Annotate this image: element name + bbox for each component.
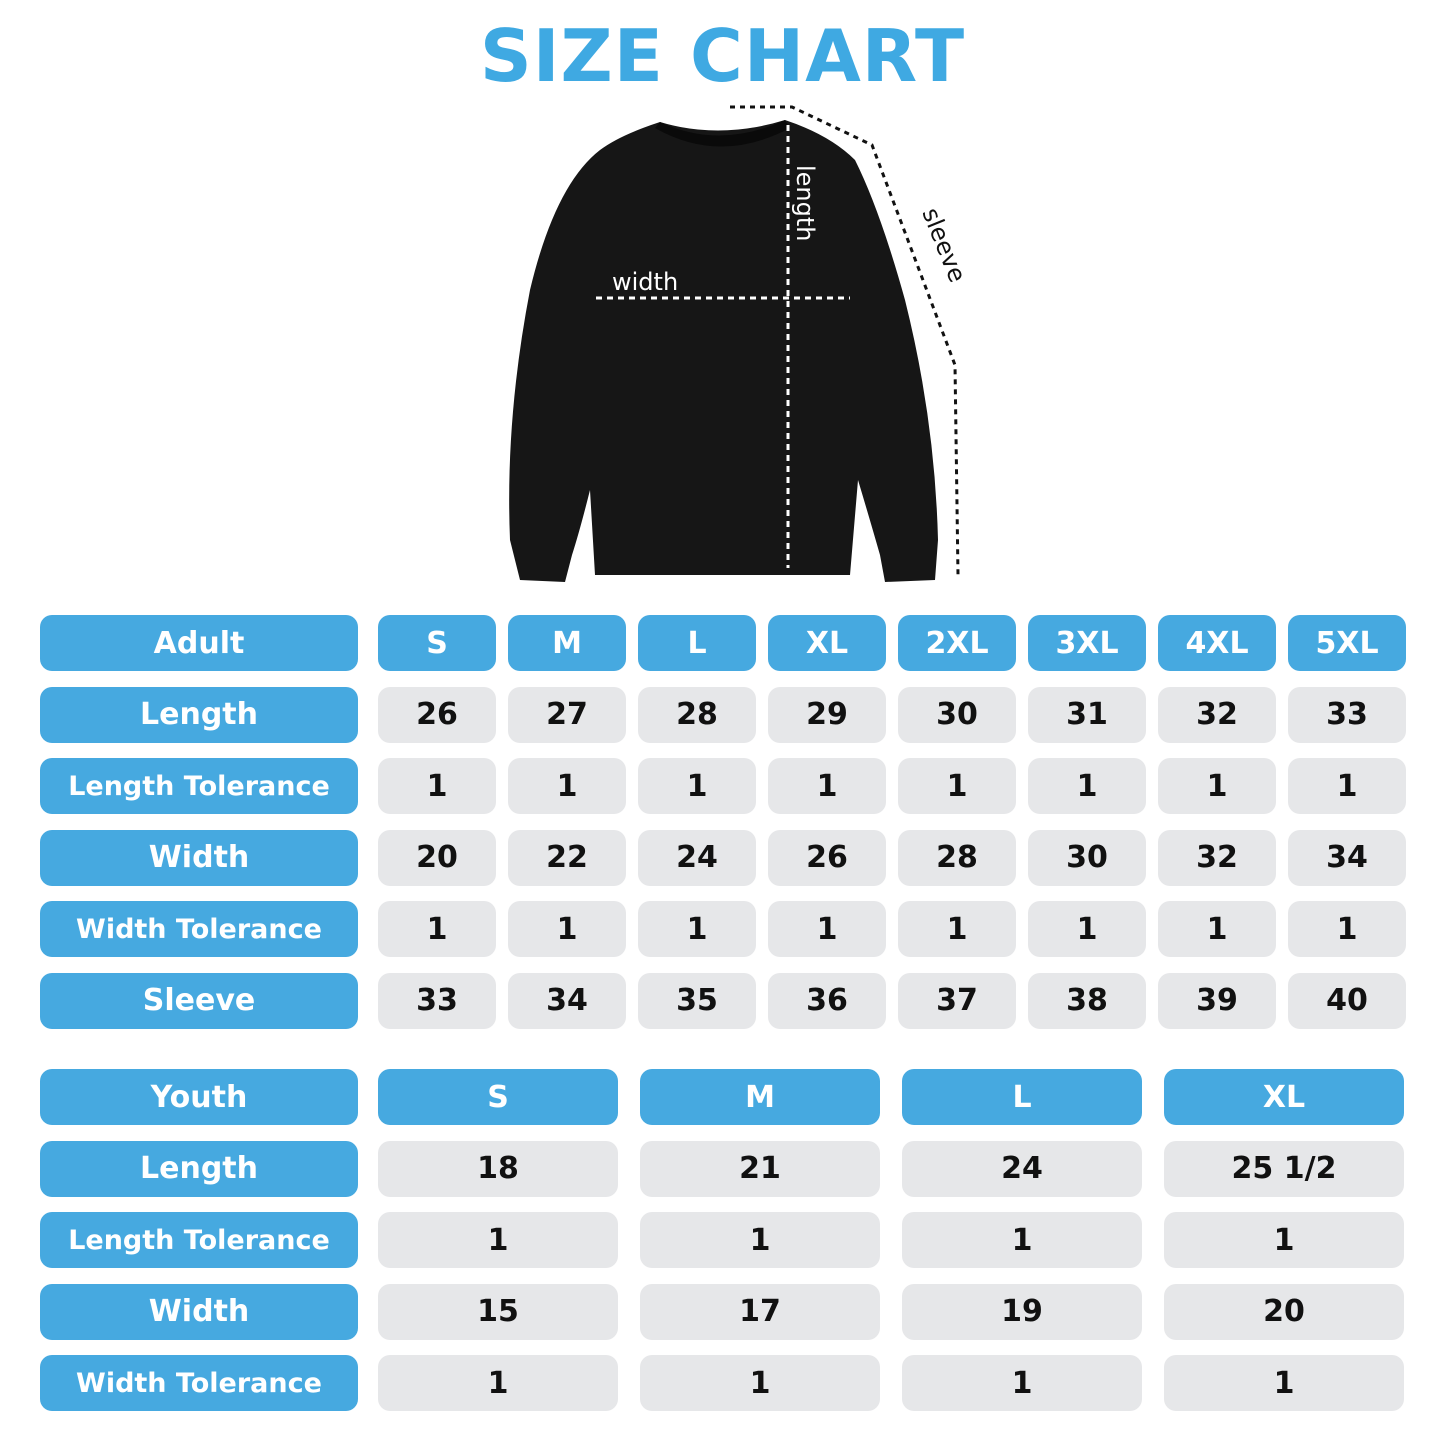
width-label: width bbox=[612, 268, 678, 296]
adult-header-label: Adult bbox=[40, 615, 358, 671]
table-cell: 1 bbox=[768, 758, 886, 814]
table-cell: 37 bbox=[898, 972, 1016, 1029]
row-label: Length bbox=[40, 686, 358, 743]
table-cell: 1 bbox=[1164, 1212, 1404, 1268]
table-cell: 18 bbox=[378, 1140, 618, 1197]
table-cell: 39 bbox=[1158, 972, 1276, 1029]
table-cell: 38 bbox=[1028, 972, 1146, 1029]
size-header-m: M bbox=[508, 615, 626, 671]
table-cell: 31 bbox=[1028, 686, 1146, 743]
table-cell: 1 bbox=[1164, 1355, 1404, 1411]
collar bbox=[655, 120, 790, 147]
size-header-l: L bbox=[902, 1069, 1142, 1125]
row-label: Length Tolerance bbox=[40, 1212, 358, 1268]
table-cell: 1 bbox=[1028, 901, 1146, 957]
table-cell: 27 bbox=[508, 686, 626, 743]
table-cell: 30 bbox=[898, 686, 1016, 743]
sleeve-line bbox=[730, 105, 960, 576]
table-cell: 1 bbox=[378, 1212, 618, 1268]
table-cell: 24 bbox=[638, 829, 756, 886]
table-cell: 29 bbox=[768, 686, 886, 743]
table-cell: 35 bbox=[638, 972, 756, 1029]
size-header-m: M bbox=[640, 1069, 880, 1125]
size-header-s: S bbox=[378, 1069, 618, 1125]
size-header-3xl: 3XL bbox=[1028, 615, 1146, 671]
row-label: Width bbox=[40, 1283, 358, 1340]
sweatshirt-image bbox=[509, 120, 938, 582]
table-cell: 1 bbox=[508, 901, 626, 957]
table-cell: 1 bbox=[640, 1212, 880, 1268]
table-cell: 1 bbox=[378, 758, 496, 814]
table-cell: 1 bbox=[1288, 758, 1406, 814]
table-cell: 1 bbox=[640, 1355, 880, 1411]
length-label: length bbox=[791, 165, 819, 242]
table-cell: 28 bbox=[898, 829, 1016, 886]
table-cell: 36 bbox=[768, 972, 886, 1029]
table-cell: 1 bbox=[378, 1355, 618, 1411]
row-label: Sleeve bbox=[40, 972, 358, 1029]
table-cell: 32 bbox=[1158, 829, 1276, 886]
table-cell: 1 bbox=[768, 901, 886, 957]
table-cell: 1 bbox=[898, 758, 1016, 814]
youth-header-label: Youth bbox=[40, 1069, 358, 1125]
table-cell: 20 bbox=[378, 829, 496, 886]
size-header-xl: XL bbox=[1164, 1069, 1404, 1125]
size-header-xl: XL bbox=[768, 615, 886, 671]
size-header-4xl: 4XL bbox=[1158, 615, 1276, 671]
table-cell: 1 bbox=[898, 901, 1016, 957]
size-header-l: L bbox=[638, 615, 756, 671]
table-cell: 24 bbox=[902, 1140, 1142, 1197]
table-cell: 1 bbox=[508, 758, 626, 814]
sleeve-label: sleeve bbox=[916, 204, 970, 287]
table-cell: 26 bbox=[768, 829, 886, 886]
row-label: Length Tolerance bbox=[40, 758, 358, 814]
table-cell: 1 bbox=[1028, 758, 1146, 814]
table-cell: 32 bbox=[1158, 686, 1276, 743]
table-cell: 19 bbox=[902, 1283, 1142, 1340]
sweatshirt-diagram: width length sleeve bbox=[509, 105, 970, 582]
table-cell: 33 bbox=[378, 972, 496, 1029]
table-cell: 40 bbox=[1288, 972, 1406, 1029]
table-cell: 1 bbox=[1158, 758, 1276, 814]
table-cell: 1 bbox=[1288, 901, 1406, 957]
table-cell: 28 bbox=[638, 686, 756, 743]
table-cell: 26 bbox=[378, 686, 496, 743]
table-cell: 1 bbox=[902, 1355, 1142, 1411]
table-cell: 20 bbox=[1164, 1283, 1404, 1340]
row-label: Width Tolerance bbox=[40, 901, 358, 957]
size-header-s: S bbox=[378, 615, 496, 671]
table-cell: 1 bbox=[1158, 901, 1276, 957]
table-cell: 21 bbox=[640, 1140, 880, 1197]
table-cell: 34 bbox=[508, 972, 626, 1029]
table-cell: 30 bbox=[1028, 829, 1146, 886]
row-label: Width Tolerance bbox=[40, 1355, 358, 1411]
table-cell: 17 bbox=[640, 1283, 880, 1340]
table-cell: 1 bbox=[638, 901, 756, 957]
row-label: Width bbox=[40, 829, 358, 886]
table-cell: 1 bbox=[902, 1212, 1142, 1268]
table-cell: 1 bbox=[638, 758, 756, 814]
table-cell: 34 bbox=[1288, 829, 1406, 886]
table-cell: 33 bbox=[1288, 686, 1406, 743]
size-header-2xl: 2XL bbox=[898, 615, 1016, 671]
table-cell: 15 bbox=[378, 1283, 618, 1340]
table-cell: 1 bbox=[378, 901, 496, 957]
page-title: SIZE CHART bbox=[479, 14, 966, 98]
table-cell: 22 bbox=[508, 829, 626, 886]
row-label: Length bbox=[40, 1140, 358, 1197]
table-cell: 25 1/2 bbox=[1164, 1140, 1404, 1197]
size-header-5xl: 5XL bbox=[1288, 615, 1406, 671]
